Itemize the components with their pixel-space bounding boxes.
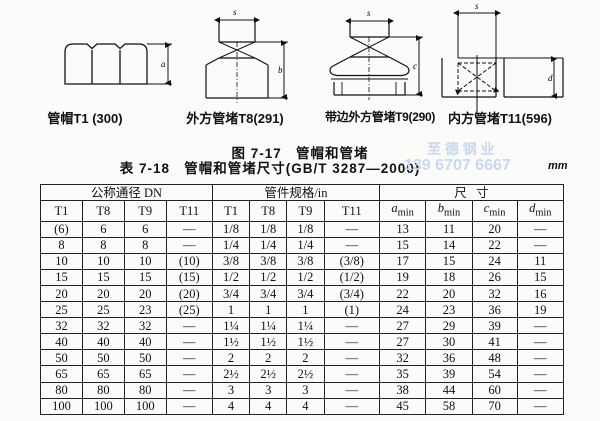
svg-text:s: s — [233, 7, 237, 17]
svg-text:a: a — [161, 59, 166, 69]
svg-text:b: b — [278, 65, 283, 75]
svg-text:s: s — [367, 8, 371, 18]
svg-text:d: d — [548, 73, 553, 83]
svg-text:c: c — [413, 61, 417, 71]
svg-text:s: s — [475, 1, 479, 11]
